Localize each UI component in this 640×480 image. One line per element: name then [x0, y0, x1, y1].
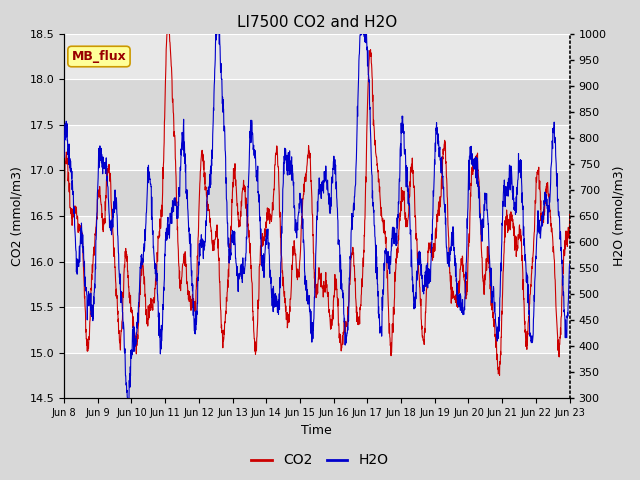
Bar: [64, 353, 570, 398]
Title: LI7500 CO2 and H2O: LI7500 CO2 and H2O: [237, 15, 397, 30]
Text: MB_flux: MB_flux: [72, 50, 126, 63]
Bar: [64, 307, 570, 353]
Bar: [64, 125, 570, 170]
Bar: [64, 79, 570, 125]
Bar: [64, 262, 570, 307]
Bar: [64, 34, 570, 79]
X-axis label: Time: Time: [301, 424, 332, 437]
Y-axis label: H2O (mmol/m3): H2O (mmol/m3): [612, 166, 625, 266]
Legend: CO2, H2O: CO2, H2O: [246, 448, 394, 473]
Bar: [64, 170, 570, 216]
Bar: [64, 216, 570, 262]
Y-axis label: CO2 (mmol/m3): CO2 (mmol/m3): [11, 166, 24, 266]
